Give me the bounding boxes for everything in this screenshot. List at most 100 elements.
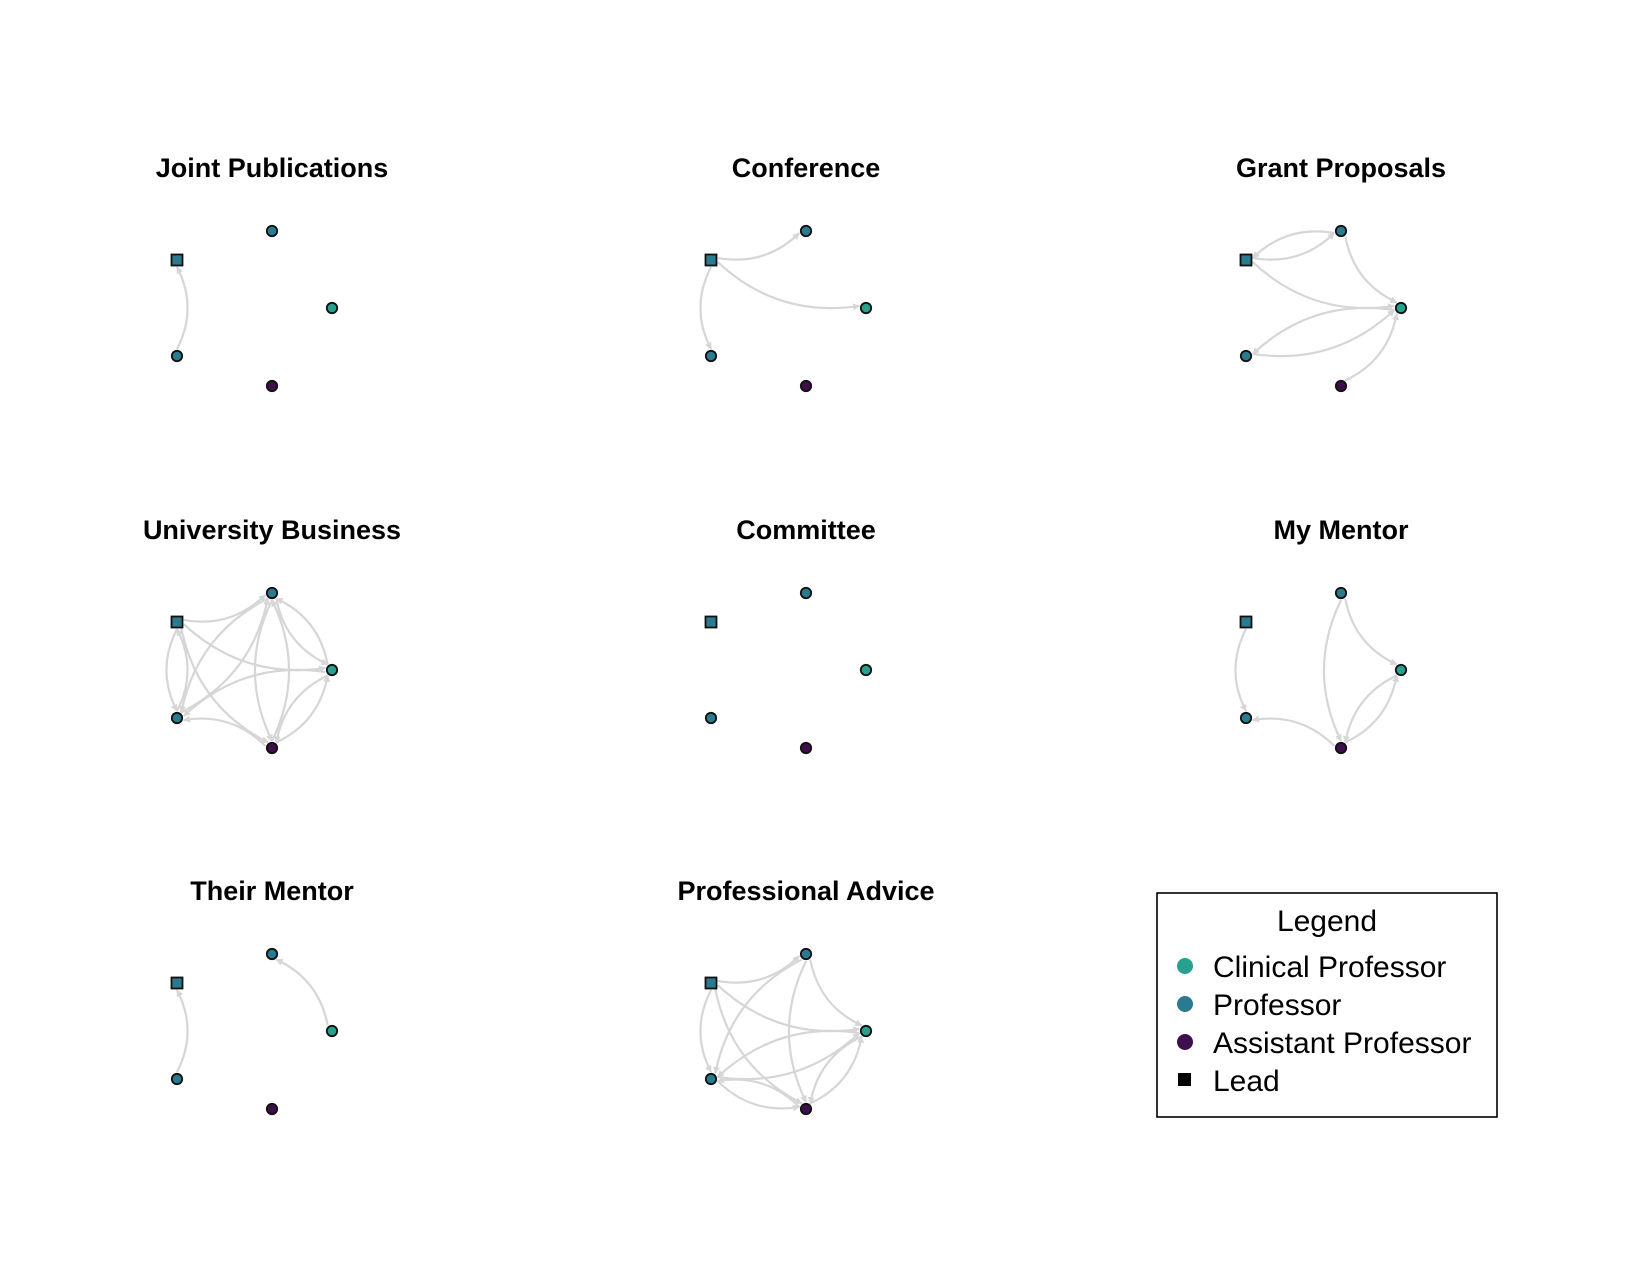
edge-C-to-D	[273, 674, 329, 744]
legend-title: Legend	[1277, 905, 1377, 938]
panel-title: University Business	[143, 515, 401, 545]
edge-C-to-D	[1342, 674, 1398, 744]
node-clinical-professor-C	[859, 1024, 873, 1038]
node-clinical-professor-C	[325, 663, 339, 677]
legend-label-professor: Professor	[1213, 989, 1341, 1022]
edge-A-to-C	[716, 261, 861, 311]
edge-B-to-A	[1251, 230, 1335, 259]
panel-title: Conference	[732, 153, 881, 183]
edge-B-to-C	[1344, 236, 1398, 304]
panel-their-mentor: Their Mentor	[170, 876, 354, 1116]
edge-A-to-B	[183, 594, 267, 623]
edge-A-to-B	[717, 232, 801, 261]
node-clinical-professor-C	[325, 1024, 339, 1038]
node-clinical-professor-C	[859, 301, 873, 315]
legend-swatch-lead	[1178, 1073, 1191, 1086]
edge-D-to-C	[1344, 312, 1400, 382]
edge-C-to-D	[807, 1035, 863, 1105]
edge-D-to-C	[1344, 674, 1400, 744]
node-assistant-professor-D	[265, 1102, 279, 1116]
node-professor-E	[170, 349, 184, 363]
panel-title: Their Mentor	[190, 876, 354, 906]
edge-D-to-C	[275, 674, 331, 744]
edge-E-to-C	[1252, 309, 1396, 358]
edge-B-to-D	[787, 960, 807, 1103]
panel-title: My Mentor	[1274, 515, 1409, 545]
node-professor-E	[704, 1072, 718, 1086]
panel-title: Professional Advice	[677, 876, 934, 906]
panel-title: Joint Publications	[156, 153, 389, 183]
legend-label-lead: Lead	[1213, 1065, 1280, 1098]
panel-professional-advice: Professional Advice	[677, 876, 935, 1116]
edge-D-to-C	[809, 1035, 865, 1105]
node-lead-A	[170, 253, 184, 267]
node-professor-E	[704, 711, 718, 725]
node-assistant-professor-D	[1334, 379, 1348, 393]
edge-B-to-C	[1344, 598, 1398, 666]
edge-A-to-B	[1252, 232, 1336, 261]
node-assistant-professor-D	[265, 379, 279, 393]
node-professor-E	[170, 711, 184, 725]
node-professor-B	[799, 224, 813, 238]
legend-box	[1156, 892, 1498, 1118]
edge-E-to-C	[717, 1032, 861, 1081]
node-professor-B	[799, 586, 813, 600]
node-lead-A	[704, 615, 718, 629]
node-lead-A	[1239, 253, 1253, 267]
node-assistant-professor-D	[799, 1102, 813, 1116]
edge-E-to-A	[176, 628, 189, 712]
panel-committee: Committee	[704, 515, 876, 755]
edge-B-to-D	[253, 599, 273, 742]
panel-title: Grant Proposals	[1236, 153, 1446, 183]
panel-title: Committee	[736, 515, 876, 545]
node-lead-A	[704, 976, 718, 990]
node-professor-B	[1334, 224, 1348, 238]
node-lead-A	[170, 976, 184, 990]
node-professor-B	[265, 224, 279, 238]
edge-D-to-E	[1251, 715, 1336, 747]
legend-swatch-clinical-professor	[1177, 958, 1193, 974]
node-lead-A	[704, 253, 718, 267]
edge-C-to-E	[1251, 306, 1395, 355]
panel-university-business: University Business	[143, 515, 401, 755]
edge-A-to-C	[1251, 261, 1396, 311]
edge-B-to-C	[809, 959, 863, 1027]
edge-E-to-B	[180, 597, 270, 714]
edge-A-to-B	[717, 955, 801, 984]
panel-my-mentor: My Mentor	[1234, 515, 1409, 755]
edge-B-to-E	[179, 597, 269, 714]
edge-E-to-A	[176, 266, 189, 350]
edge-A-to-E	[165, 628, 178, 712]
node-lead-A	[1239, 615, 1253, 629]
node-clinical-professor-C	[1394, 301, 1408, 315]
edge-A-to-E	[699, 266, 712, 350]
node-professor-B	[265, 586, 279, 600]
legend-label-clinical-professor: Clinical Professor	[1213, 951, 1446, 984]
edge-E-to-A	[176, 989, 189, 1073]
legend-swatch-professor	[1177, 996, 1193, 1012]
edge-D-to-E	[182, 715, 267, 747]
edge-A-to-E	[699, 989, 712, 1073]
edge-D-to-B	[271, 599, 291, 742]
node-professor-E	[704, 349, 718, 363]
node-professor-B	[799, 947, 813, 961]
edge-B-to-E	[713, 958, 803, 1075]
node-lead-A	[170, 615, 184, 629]
edge-B-to-D	[1322, 599, 1342, 742]
edge-D-to-E	[716, 1076, 801, 1108]
node-assistant-professor-D	[265, 741, 279, 755]
edge-C-to-B	[275, 597, 329, 665]
edge-A-to-E	[1234, 628, 1247, 712]
panel-joint-publications: Joint Publications	[156, 153, 389, 393]
node-assistant-professor-D	[799, 379, 813, 393]
node-professor-E	[1239, 349, 1253, 363]
legend: Legend Clinical Professor Professor Assi…	[1156, 892, 1498, 1118]
panel-grant-proposals: Grant Proposals	[1236, 153, 1446, 393]
node-professor-B	[265, 947, 279, 961]
panel-conference: Conference	[699, 153, 881, 393]
node-professor-E	[170, 1072, 184, 1086]
legend-swatch-assistant-professor	[1177, 1034, 1193, 1050]
edge-B-to-C	[275, 598, 329, 666]
node-clinical-professor-C	[1394, 663, 1408, 677]
